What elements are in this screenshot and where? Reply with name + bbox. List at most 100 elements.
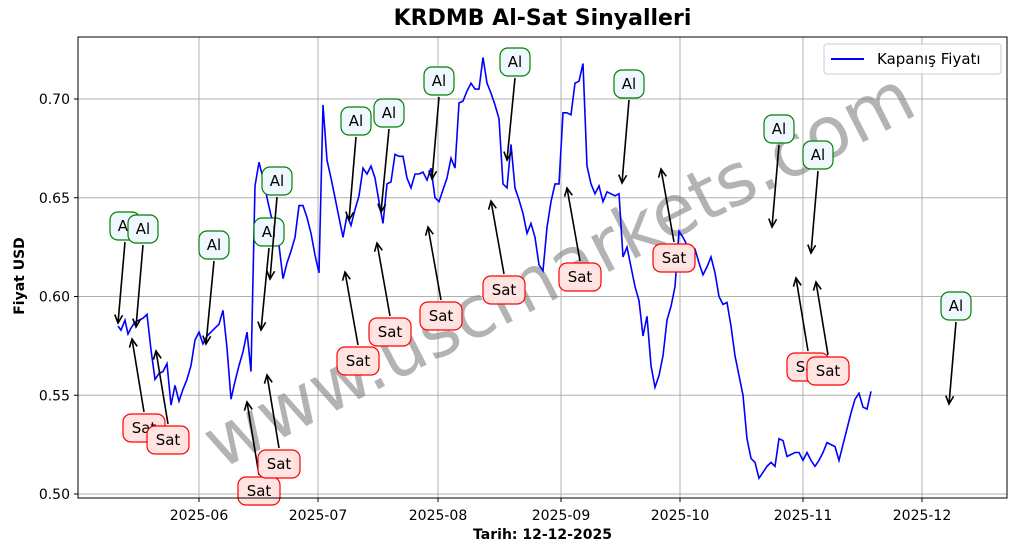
- signal-arrow: [431, 96, 440, 180]
- signal-arrow: [490, 200, 505, 275]
- signal-arrow: [621, 99, 630, 184]
- signal-arrow: [155, 350, 169, 425]
- buy-signal: Al: [340, 106, 372, 222]
- signal-arrow: [269, 196, 278, 280]
- y-tick-label: 0.70: [39, 92, 70, 108]
- signal-arrow: [948, 321, 957, 405]
- x-tick-label: 2025-07: [289, 508, 348, 524]
- sell-signal: Sat: [482, 199, 526, 305]
- x-tick-label: 2025-12: [893, 508, 952, 524]
- signal-label-box: [763, 114, 795, 144]
- signal-arrow: [566, 187, 581, 262]
- signal-label-text: Al: [772, 120, 786, 138]
- signal-label-text: Sat: [816, 362, 841, 380]
- signal-label-box: [261, 166, 293, 196]
- signal-label-text: Sat: [156, 431, 181, 449]
- arrow-head-icon: [202, 335, 212, 346]
- sell-signal: Sat: [368, 241, 412, 347]
- signal-label-box: [558, 262, 602, 292]
- signal-arrow: [266, 374, 280, 449]
- sell-signal: Sat: [336, 270, 380, 376]
- arrow-head-icon: [128, 337, 138, 348]
- arrow-head-icon: [132, 318, 142, 329]
- sell-signal: Sat: [419, 225, 463, 331]
- signal-label-text: Sat: [492, 281, 517, 299]
- signal-label-text: Al: [432, 72, 446, 90]
- x-axis-label: Tarih: 12-12-2025: [473, 527, 612, 543]
- signal-label-text: Al: [949, 297, 963, 315]
- legend: Kapanış Fiyatı: [823, 43, 1002, 75]
- buy-signal: Al: [423, 66, 455, 181]
- buy-signal: Al: [373, 98, 405, 214]
- arrow-head-icon: [428, 170, 438, 181]
- y-tick-label: 0.65: [39, 191, 70, 207]
- sell-signal: Sat: [146, 349, 190, 455]
- signal-arrow: [771, 144, 780, 228]
- signal-label-box: [482, 275, 526, 305]
- x-tick-label: 2025-08: [409, 508, 468, 524]
- signal-label-box: [257, 449, 301, 479]
- signal-label-text: Al: [349, 112, 363, 130]
- signal-label-box: [652, 243, 696, 273]
- sell-signal: Sat: [558, 186, 602, 292]
- signal-arrow: [260, 247, 270, 331]
- arrow-head-icon: [152, 349, 162, 360]
- signal-label-text: Sat: [378, 323, 403, 341]
- x-tick-label: 2025-09: [532, 508, 591, 524]
- signal-label-box: [499, 47, 531, 77]
- arrow-head-icon: [377, 203, 387, 214]
- signal-arrow: [376, 242, 391, 317]
- y-tick-label: 0.55: [39, 388, 70, 404]
- arrow-head-icon: [807, 244, 817, 255]
- signal-label-box: [423, 66, 455, 96]
- signal-label-box: [198, 230, 230, 260]
- signal-label-box: [419, 301, 463, 331]
- sell-signal: Sat: [806, 280, 850, 386]
- signal-label-text: Sat: [267, 455, 292, 473]
- signal-label-box: [336, 346, 380, 376]
- axes-frame: [77, 36, 1008, 499]
- arrow-head-icon: [243, 400, 253, 411]
- signal-label-text: Sat: [346, 352, 371, 370]
- buy-signal: Al: [253, 217, 285, 332]
- signal-arrow: [380, 128, 390, 213]
- signal-label-text: Al: [270, 172, 284, 190]
- buy-signal: Al: [940, 291, 972, 406]
- signal-label-text: Al: [622, 75, 636, 93]
- sell-signal: Sat: [257, 373, 301, 479]
- signal-label-text: Al: [382, 104, 396, 122]
- signal-label-text: Al: [262, 223, 276, 241]
- signal-label-box: [806, 356, 850, 386]
- signal-label-box: [802, 140, 834, 170]
- arrow-head-icon: [345, 211, 355, 222]
- arrow-head-icon: [424, 225, 434, 236]
- signal-arrow: [348, 136, 357, 221]
- arrow-head-icon: [618, 174, 628, 185]
- signal-label-box: [253, 217, 285, 247]
- y-tick-label: 0.60: [39, 290, 70, 306]
- arrow-head-icon: [257, 321, 267, 332]
- signal-arrow: [810, 170, 819, 254]
- signal-label-box: [368, 317, 412, 347]
- axis-ticks: 0.50 0.55 0.60 0.65 0.70 2025-06 2025-07 2025-0…: [39, 92, 951, 524]
- arrow-head-icon: [114, 314, 124, 325]
- signal-label-text: Sat: [429, 307, 454, 325]
- signal-label-text: Al: [207, 236, 221, 254]
- x-tick-label: 2025-06: [170, 508, 229, 524]
- signal-arrow: [131, 338, 145, 413]
- arrow-head-icon: [266, 270, 276, 281]
- x-tick-label: 2025-10: [651, 508, 710, 524]
- legend-label: Kapanış Fiyatı: [877, 50, 981, 68]
- signal-label-box: [146, 425, 190, 455]
- signal-arrow: [205, 260, 215, 345]
- price-line: [117, 57, 872, 481]
- signal-label-text: Al: [811, 146, 825, 164]
- signal-arrow: [246, 401, 260, 476]
- buy-signal: Al: [802, 140, 834, 255]
- arrow-head-icon: [657, 167, 667, 178]
- arrow-head-icon: [263, 373, 273, 384]
- signal-label-box: [940, 291, 972, 321]
- arrow-head-icon: [373, 241, 383, 252]
- signal-arrow: [660, 168, 675, 243]
